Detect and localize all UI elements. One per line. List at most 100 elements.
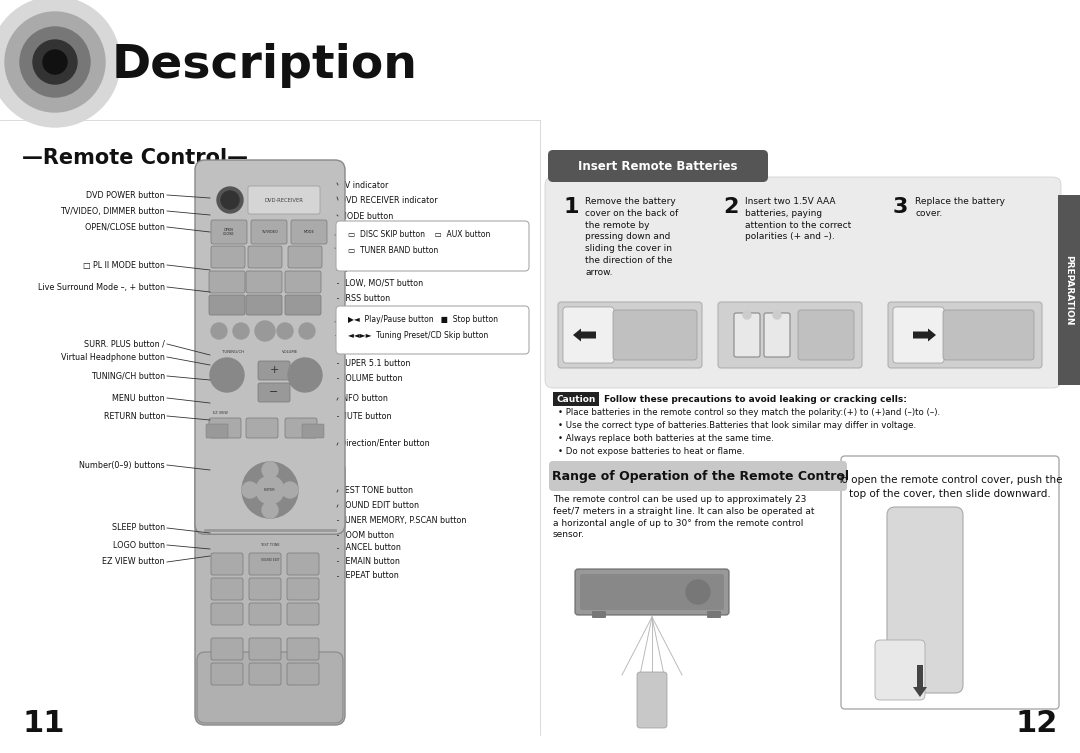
FancyBboxPatch shape [206,424,228,438]
Text: OPEN
CLOSE: OPEN CLOSE [224,227,234,236]
FancyBboxPatch shape [211,578,243,600]
Text: • Use the correct type of batteries.Batteries that look similar may differ in vo: • Use the correct type of batteries.Batt… [558,421,916,430]
Circle shape [211,323,227,339]
FancyBboxPatch shape [210,295,245,315]
Text: TV indicator: TV indicator [340,181,389,190]
FancyBboxPatch shape [248,246,282,268]
Circle shape [242,482,258,498]
Text: ▭  DISC SKIP button    ▭  AUX button: ▭ DISC SKIP button ▭ AUX button [348,230,490,239]
FancyBboxPatch shape [258,383,291,402]
Text: The remote control can be used up to approximately 23
feet/7 meters in a straigh: The remote control can be used up to app… [553,495,814,539]
Circle shape [686,580,710,604]
Text: INFO button: INFO button [340,394,388,403]
FancyBboxPatch shape [1058,195,1080,385]
FancyBboxPatch shape [211,603,243,625]
FancyBboxPatch shape [211,246,245,268]
Text: SURR. PLUS button /: SURR. PLUS button / [84,340,165,349]
FancyBboxPatch shape [841,456,1059,709]
Circle shape [282,482,298,498]
FancyBboxPatch shape [764,313,789,357]
FancyBboxPatch shape [336,306,529,354]
Text: SOUND EDIT button: SOUND EDIT button [340,501,419,510]
Circle shape [262,502,278,518]
FancyBboxPatch shape [249,638,281,660]
FancyBboxPatch shape [287,638,319,660]
FancyBboxPatch shape [285,295,321,315]
FancyBboxPatch shape [888,302,1042,368]
Text: —Remote Control—: —Remote Control— [22,148,248,168]
Text: SUPER 5.1 button: SUPER 5.1 button [340,358,410,367]
Text: PREPARATION: PREPARATION [1065,255,1074,325]
FancyBboxPatch shape [249,578,281,600]
FancyBboxPatch shape [249,603,281,625]
Text: 2: 2 [723,197,739,217]
FancyArrow shape [913,665,927,697]
FancyBboxPatch shape [798,310,854,360]
FancyBboxPatch shape [549,461,847,491]
FancyBboxPatch shape [211,663,243,685]
Text: MENU button: MENU button [112,394,165,403]
Text: VOLUME button: VOLUME button [340,373,403,383]
FancyBboxPatch shape [211,220,247,244]
Text: Replace the battery
cover.: Replace the battery cover. [915,197,1005,218]
Text: EZ VIEW: EZ VIEW [213,411,228,415]
FancyBboxPatch shape [285,418,318,438]
Circle shape [0,0,120,127]
Text: Number(0–9) buttons: Number(0–9) buttons [79,461,165,470]
Circle shape [288,358,322,392]
FancyBboxPatch shape [248,186,320,214]
FancyBboxPatch shape [288,246,322,268]
FancyBboxPatch shape [734,313,760,357]
FancyBboxPatch shape [287,553,319,575]
FancyBboxPatch shape [707,611,721,618]
Text: ▭  TUNER BAND button: ▭ TUNER BAND button [348,245,438,255]
Text: 12: 12 [1015,709,1058,738]
Text: REPEAT button: REPEAT button [340,572,399,581]
FancyBboxPatch shape [563,307,615,363]
Text: RRSS button: RRSS button [340,294,390,303]
Text: TUNER MEMORY, P.SCAN button: TUNER MEMORY, P.SCAN button [340,516,467,525]
Text: ENTER: ENTER [265,488,275,492]
Text: Direction/Enter button: Direction/Enter button [340,438,430,447]
Text: DVD POWER button: DVD POWER button [86,191,165,200]
FancyBboxPatch shape [575,569,729,615]
Text: Live Surround Mode –, + button: Live Surround Mode –, + button [38,282,165,291]
Text: EZ VIEW button: EZ VIEW button [103,557,165,566]
Text: □  PL II EFFECT button: □ PL II EFFECT button [340,264,430,273]
FancyBboxPatch shape [246,418,278,438]
Text: TV/VIDEO, DIMMER button: TV/VIDEO, DIMMER button [60,206,165,215]
Circle shape [255,321,275,341]
FancyArrow shape [573,328,596,342]
Circle shape [221,191,239,209]
FancyBboxPatch shape [302,424,324,438]
Text: VOLUME: VOLUME [282,350,298,354]
FancyBboxPatch shape [195,160,345,534]
Circle shape [743,311,751,319]
Text: +: + [269,365,279,375]
FancyBboxPatch shape [197,652,343,723]
Text: −: − [269,387,279,397]
FancyBboxPatch shape [287,663,319,685]
FancyBboxPatch shape [287,578,319,600]
FancyBboxPatch shape [291,220,327,244]
Circle shape [217,187,243,213]
Text: ◄◄►►  Tuning Preset/CD Skip button: ◄◄►► Tuning Preset/CD Skip button [348,331,488,340]
Text: MODE button: MODE button [340,212,393,221]
FancyBboxPatch shape [287,603,319,625]
FancyBboxPatch shape [545,177,1061,388]
Text: SOUND EDIT: SOUND EDIT [260,558,280,562]
Circle shape [210,358,244,392]
Text: RETURN button: RETURN button [104,411,165,420]
FancyBboxPatch shape [211,553,243,575]
Text: OPEN/CLOSE button: OPEN/CLOSE button [85,222,165,231]
Text: Virtual Headphone button: Virtual Headphone button [62,352,165,361]
Text: Insert Remote Batteries: Insert Remote Batteries [578,160,738,172]
FancyBboxPatch shape [251,220,287,244]
FancyBboxPatch shape [887,507,963,693]
Text: To open the remote control cover, push the
top of the cover, then slide downward: To open the remote control cover, push t… [837,475,1063,499]
Text: • Do not expose batteries to heat or flame.: • Do not expose batteries to heat or fla… [558,447,744,456]
Circle shape [773,311,781,319]
Circle shape [33,40,77,84]
Text: • Place batteries in the remote control so they match the polarity:(+) to (+)and: • Place batteries in the remote control … [558,408,940,417]
FancyBboxPatch shape [553,392,599,406]
